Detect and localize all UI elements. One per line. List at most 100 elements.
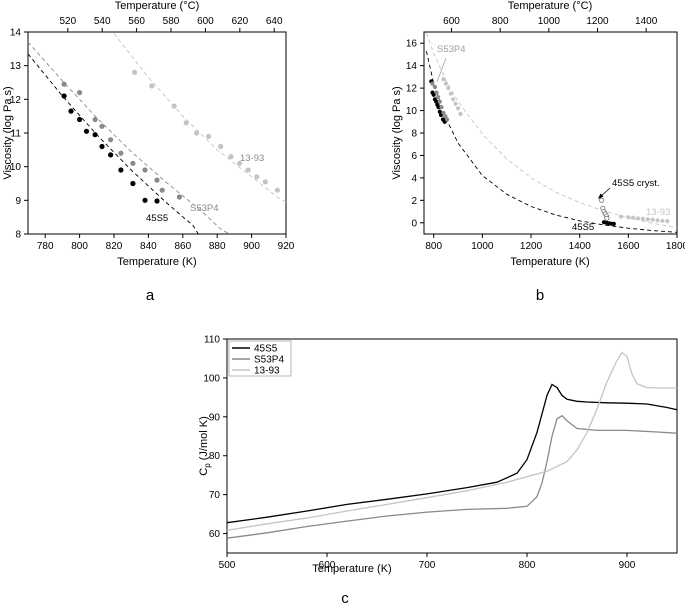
y-tick-label: 60 (209, 529, 221, 540)
data-point-13-93 (451, 97, 456, 102)
y-tick-label: 2 (411, 196, 417, 207)
panel-label-c: c (341, 590, 349, 607)
y-axis-unit: (J/mol K) (198, 416, 210, 463)
data-point-45S5 (77, 116, 83, 123)
data-point-13-93 (453, 101, 458, 106)
data-point-S53P4 (432, 84, 437, 90)
cryst-arrow-head (598, 193, 604, 199)
data-point-45S5 (431, 92, 436, 97)
data-point-13-93 (618, 214, 624, 219)
y-tick-label: 90 (209, 412, 221, 423)
x-tick-label: 880 (209, 241, 226, 252)
data-point-13-93 (655, 218, 660, 223)
data-point-13-93 (262, 179, 268, 185)
data-point-S53P4 (445, 117, 450, 122)
data-point-13-93 (132, 69, 138, 75)
data-point-13-93 (640, 216, 646, 221)
top-tick-label: 520 (59, 16, 76, 27)
top-axis-title: Temperature (°C) (508, 0, 592, 12)
data-point-45S5-cryst (599, 197, 605, 203)
data-point-45S5 (118, 167, 124, 173)
data-point-13-93 (631, 215, 636, 220)
x-tick-label: 780 (37, 241, 54, 252)
data-point-45S5 (130, 180, 136, 187)
y-tick-label: 8 (15, 230, 21, 241)
data-point-13-93 (274, 187, 280, 193)
series-line-45S5 (226, 383, 678, 524)
series-line-13-93 (226, 351, 677, 532)
data-point-13-93 (237, 160, 243, 166)
data-point-S53P4 (437, 99, 442, 104)
data-point-S53P4 (142, 167, 148, 173)
data-point-S53P4 (159, 187, 165, 193)
top-tick-label: 1000 (538, 16, 561, 27)
data-point-45S5 (92, 132, 98, 138)
data-point-S53P4 (443, 114, 448, 119)
data-point-45S5 (68, 108, 74, 114)
y-axis-title: Viscosity (log Pa s) (391, 86, 403, 179)
series-label-S53P4: S53P4 (190, 203, 219, 214)
y-tick-label: 70 (209, 490, 221, 501)
data-point-S53P4 (430, 81, 435, 86)
data-point-45S5 (61, 93, 67, 99)
data-point-S53P4 (154, 177, 160, 183)
data-point-S53P4 (108, 137, 114, 143)
fit-curve-13-93 (425, 32, 678, 229)
y-tick-label: 14 (10, 28, 22, 39)
fit-curve-45S5 (27, 53, 199, 235)
y-tick-label: 10 (10, 162, 22, 173)
plot-frame (423, 31, 678, 235)
top-axis: 520 540 560 580 600 620 640 (59, 16, 283, 32)
data-point-13-93 (441, 77, 446, 82)
data-point-13-93 (206, 133, 212, 139)
top-tick-label: 540 (94, 16, 111, 27)
x-tick-label: 600 (319, 560, 336, 571)
data-point-45S5 (436, 105, 441, 110)
top-axis: 600 800 1000 1200 1400 (443, 16, 658, 32)
series-label-45S5: 45S5 (146, 213, 168, 224)
x-axis-title: Temperature (K) (510, 256, 589, 268)
x-tick-label: 840 (140, 241, 157, 252)
x-tick-label: 1000 (471, 241, 494, 252)
fit-curve-45S5 (425, 51, 678, 233)
y-axis: 8 9 10 11 12 13 14 (10, 28, 28, 241)
s53p4-pointer (436, 57, 447, 83)
x-tick-label: 900 (243, 241, 260, 252)
data-point-13-93 (183, 120, 189, 126)
data-point-45S5 (142, 197, 148, 203)
data-point-13-93 (650, 217, 655, 222)
y-axis-title: Viscosity (log Pa s) (2, 86, 14, 179)
data-point-45S5 (437, 109, 442, 114)
x-tick-label: 1600 (617, 241, 640, 252)
data-point-S53P4 (77, 90, 83, 96)
data-point-45S5 (99, 143, 105, 150)
y-tick-label: 12 (10, 95, 22, 106)
data-point-13-93 (458, 111, 463, 116)
data-point-45S5 (434, 99, 439, 104)
data-point-S53P4 (99, 123, 105, 129)
x-axis: 500 600 700 800 900 (219, 553, 636, 571)
top-tick-label: 1200 (586, 16, 609, 27)
data-point-13-93 (626, 215, 631, 220)
series-line-S53P4 (226, 414, 678, 539)
legend-label-S53P4: S53P4 (254, 355, 284, 366)
y-tick-label: 0 (411, 218, 417, 229)
x-tick-label: 860 (174, 241, 191, 252)
top-tick-label: 560 (128, 16, 145, 27)
x-tick-label: 800 (519, 560, 536, 571)
y-tick-label: 11 (11, 129, 22, 140)
series-lines (226, 351, 678, 539)
y-tick-label: 13 (10, 61, 22, 72)
subscript-p: p (203, 463, 212, 468)
data-point-45S5 (611, 221, 616, 226)
top-axis-title: Temperature (°C) (115, 0, 199, 12)
data-point-13-93 (636, 216, 641, 221)
y-tick-label: 110 (204, 335, 220, 346)
y-axis: 0 2 4 6 8 10 12 14 16 (406, 39, 424, 229)
y-axis-title: Cp (J/mol K) (198, 416, 212, 475)
y-tick-label: 100 (203, 373, 220, 384)
y-tick-label: 80 (209, 451, 221, 462)
